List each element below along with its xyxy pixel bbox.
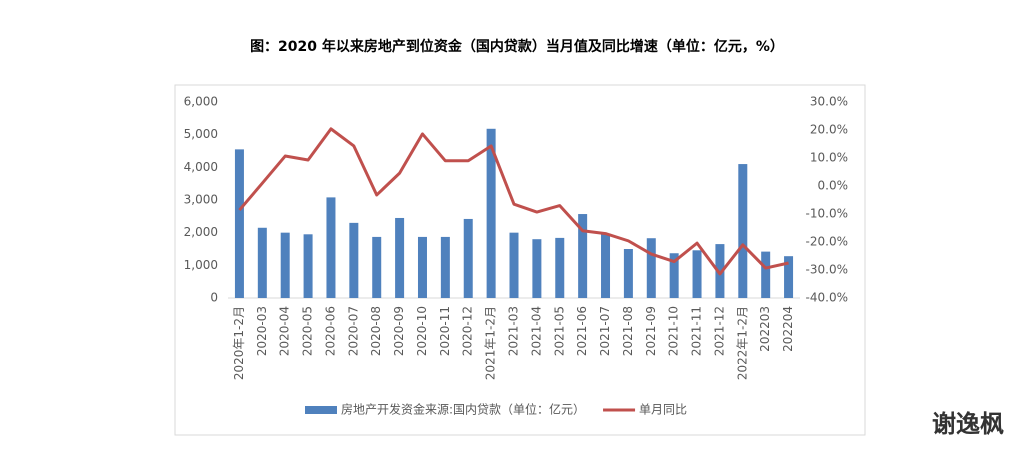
chart-frame <box>174 84 866 436</box>
x-tick-label: 2021-12 <box>712 306 726 356</box>
bar <box>486 128 496 298</box>
y-tick-label: 0 <box>210 291 218 305</box>
x-tick-label: 2020年1-2月 <box>232 306 246 380</box>
bar <box>646 238 656 298</box>
y2-tick-label: 10.0% <box>810 151 848 165</box>
x-tick-label: 2020-03 <box>255 306 269 356</box>
y2-tick-label: 0.0% <box>818 179 849 193</box>
bar <box>349 222 359 298</box>
legend-swatch <box>305 406 337 414</box>
x-tick-label: 2020-11 <box>438 306 452 356</box>
y-tick-label: 3,000 <box>184 193 218 207</box>
bar <box>532 239 542 298</box>
y-tick-label: 4,000 <box>184 160 218 174</box>
y-tick-label: 6,000 <box>184 95 218 109</box>
x-tick-label: 2021-05 <box>552 306 566 356</box>
watermark: 谢逸枫 <box>932 410 1004 438</box>
bar <box>440 236 450 298</box>
y2-tick-label: -40.0% <box>806 291 848 305</box>
legend-label: 单月同比 <box>639 403 687 417</box>
x-tick-label: 2020-08 <box>369 306 383 356</box>
x-tick-label: 2020-04 <box>278 306 292 356</box>
x-tick-label: 2020-06 <box>323 306 337 356</box>
y-tick-label: 2,000 <box>184 225 218 239</box>
bar <box>326 197 336 298</box>
bar <box>601 234 611 298</box>
bar <box>234 149 244 298</box>
x-tick-label: 2022年1-2月 <box>735 306 749 380</box>
bar <box>623 249 633 298</box>
x-tick-label: 2020-07 <box>346 306 360 356</box>
x-tick-label: 202204 <box>781 306 795 352</box>
y2-tick-label: -30.0% <box>806 263 848 277</box>
y2-tick-label: 20.0% <box>810 123 848 137</box>
x-tick-label: 2020-05 <box>301 306 315 356</box>
x-tick-label: 202203 <box>758 306 772 352</box>
bar <box>578 214 588 298</box>
x-tick-label: 2021-09 <box>644 306 658 356</box>
x-tick-label: 2020-09 <box>392 306 406 356</box>
bar <box>257 227 267 298</box>
bar <box>669 253 679 298</box>
bar <box>303 234 313 298</box>
y-tick-label: 1,000 <box>184 258 218 272</box>
bar <box>280 232 290 298</box>
bar <box>761 251 771 298</box>
y2-tick-label: -10.0% <box>806 207 848 221</box>
bar <box>463 218 473 298</box>
line <box>238 127 789 276</box>
x-tick-label: 2020-10 <box>415 306 429 356</box>
y2-tick-label: -20.0% <box>806 235 848 249</box>
x-tick-label: 2021-08 <box>621 306 635 356</box>
bar <box>509 232 519 298</box>
x-tick-label: 2021-03 <box>507 306 521 356</box>
legend-label: 房地产开发资金来源:国内贷款（单位：亿元） <box>341 402 585 417</box>
x-tick-label: 2021-07 <box>598 306 612 356</box>
x-tick-label: 2020-12 <box>461 306 475 356</box>
bar <box>395 217 405 298</box>
x-tick-label: 2021-04 <box>529 306 543 356</box>
bar <box>417 236 427 298</box>
bar <box>372 236 382 298</box>
bar <box>784 256 794 298</box>
bar <box>738 164 748 298</box>
y-tick-label: 5,000 <box>184 127 218 141</box>
x-tick-label: 2021-11 <box>690 306 704 356</box>
bar <box>555 237 565 298</box>
bar <box>715 244 725 298</box>
x-tick-label: 2021-06 <box>575 306 589 356</box>
chart-title: 图：2020 年以来房地产到位资金（国内贷款）当月值及同比增速（单位：亿元，%） <box>250 38 784 55</box>
x-tick-label: 2021-10 <box>667 306 681 356</box>
y2-tick-label: 30.0% <box>810 95 848 109</box>
x-tick-label: 2021年1-2月 <box>484 306 498 380</box>
bar <box>692 250 702 298</box>
